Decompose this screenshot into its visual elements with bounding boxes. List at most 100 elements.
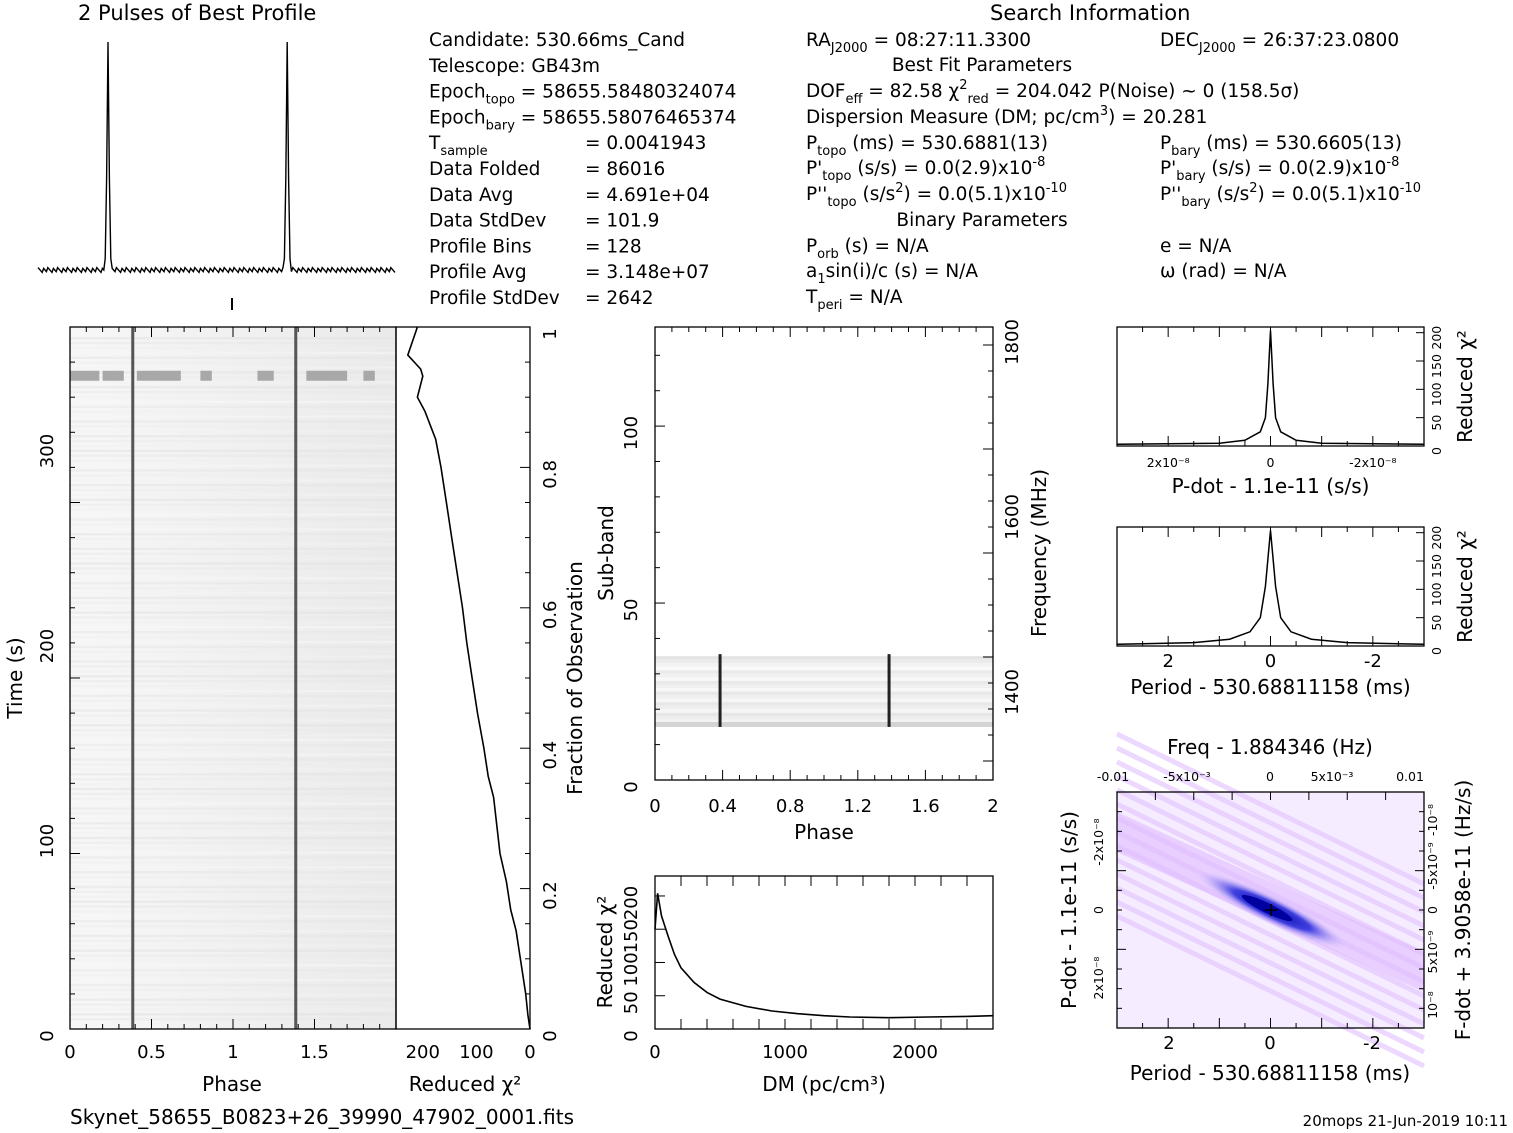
heatmap-stripe (1115, 913, 1426, 1069)
axis-label: Phase (794, 820, 854, 844)
heatmap-row (70, 493, 396, 497)
tick-label: 0.8 (776, 796, 805, 817)
heatmap-row (70, 675, 396, 678)
tick-label: 200 (406, 1042, 440, 1063)
axis-label: Freq - 1.884346 (Hz) (1167, 735, 1373, 759)
heatmap-row (655, 695, 993, 699)
tick-label: 50 (1429, 615, 1444, 631)
rfi-band (102, 370, 124, 381)
heatmap-row (70, 782, 396, 786)
info-mid-line: P'topo (s/s) = 0.0(2.9)x10-8 (806, 155, 1045, 184)
tick-label: 100 (621, 416, 642, 450)
heatmap-row (655, 698, 993, 703)
plot-frame (1116, 526, 1425, 647)
heatmap-row (70, 1013, 396, 1016)
tick-label: 1400 (1002, 669, 1023, 715)
axis-label: P-dot - 1.1e-11 (s/s) (1057, 811, 1081, 1009)
heatmap-row (70, 376, 396, 379)
heatmap-row (70, 557, 396, 560)
heatmap-row (70, 689, 396, 693)
info-left-line: Data StdDev (429, 211, 546, 232)
tick-label: 2000 (892, 1042, 938, 1063)
p-pdot-plane-plot: 2 0 -2 -0.01 -5x10⁻³ 0 5x10⁻³ 0.01 -2x10⁻⁸ 0 2x10⁻… (1057, 731, 1475, 1085)
tick-label: 0 (1265, 651, 1276, 672)
tick-label: 100 (37, 824, 58, 858)
heatmap-row (655, 716, 993, 720)
heatmap-row (655, 712, 993, 717)
heatmap-row (70, 729, 396, 732)
tick-label: 0 (649, 796, 660, 817)
heatmap-row (70, 601, 396, 604)
heatmap-row (70, 337, 396, 340)
heatmap-stripe (1115, 787, 1426, 943)
heatmap-row (70, 381, 396, 384)
tick-label: 1000 (762, 1042, 808, 1063)
search-info-title: Search Information (990, 1, 1190, 25)
heatmap-row (70, 665, 396, 668)
tick-label: -2x10⁻⁸ (1091, 818, 1106, 865)
heatmap-row (70, 934, 396, 938)
heatmap-row (70, 680, 396, 683)
tick-label: 5x10⁻³ (1311, 769, 1354, 784)
heatmap-row (70, 444, 396, 448)
axis-label: Reduced χ² (593, 896, 617, 1009)
heatmap-row (70, 778, 396, 781)
heatmap-row (70, 670, 396, 673)
heatmap-row (70, 655, 396, 658)
tick-label: 0 (524, 1042, 535, 1063)
tick-label: 0 (1264, 1033, 1275, 1054)
heatmap-row (70, 905, 396, 908)
heatmap-row (70, 528, 396, 531)
tick-label: 100 (1429, 382, 1444, 406)
heatmap-row (655, 702, 993, 706)
heatmap-row (70, 405, 396, 408)
heatmap-row (70, 577, 396, 580)
heatmap-row (70, 841, 396, 845)
heatmap-row (70, 969, 396, 972)
heatmap-row (70, 978, 396, 982)
heatmap-row (70, 861, 396, 864)
heatmap-row (655, 709, 993, 713)
pulse-track (718, 654, 722, 727)
tick-label: 200 (37, 629, 58, 663)
heatmap-row (70, 425, 396, 428)
tick-label: -0.01 (1097, 769, 1129, 784)
info-mid-line: Porb (s) = N/A (806, 236, 929, 262)
heatmap-row (70, 817, 396, 820)
axis-label: Period - 530.68811158 (ms) (1130, 675, 1411, 699)
heatmap-row (655, 670, 993, 674)
heatmap-row (70, 606, 396, 609)
heatmap-row (70, 699, 396, 702)
heatmap-row (70, 694, 396, 698)
heatmap-row (70, 503, 396, 506)
tick-label: 0 (37, 1030, 58, 1041)
info-right-line: Pbary (ms) = 530.6605(13) (1160, 133, 1402, 159)
footer-stamp: 20mops 21-Jun-2019 10:11 (1303, 1112, 1508, 1130)
heatmap-row (70, 768, 396, 771)
tick-label: 2x10⁻⁸ (1147, 455, 1190, 470)
pulse-track (887, 654, 891, 727)
tick-label: 100 (1429, 582, 1444, 606)
heatmap-row (655, 673, 993, 678)
axis-label: Phase (202, 1072, 262, 1096)
heatmap-row (70, 351, 396, 355)
heatmap-row (70, 895, 396, 898)
tick-label: -2 (1363, 1033, 1381, 1054)
tick-label: 2x10⁻⁸ (1091, 957, 1106, 1000)
tick-label: 0 (1266, 769, 1274, 784)
heatmap-row (70, 925, 396, 928)
heatmap-row (70, 802, 396, 805)
heatmap-stripe (1115, 871, 1426, 1027)
period-curve-line (1116, 530, 1425, 646)
heatmap-row (70, 430, 396, 433)
tick-label: 0.01 (1396, 769, 1424, 784)
heatmap-row (70, 356, 396, 359)
tick-label: 5x10⁻⁹ (1425, 931, 1440, 974)
heatmap-row (70, 513, 396, 516)
tick-label: 0.6 (540, 600, 561, 629)
info-mid-line: RAJ2000 = 08:27:11.3300 (806, 30, 1031, 56)
heatmap-row (70, 890, 396, 894)
heatmap-row (70, 920, 396, 923)
heatmap-row (70, 797, 396, 800)
